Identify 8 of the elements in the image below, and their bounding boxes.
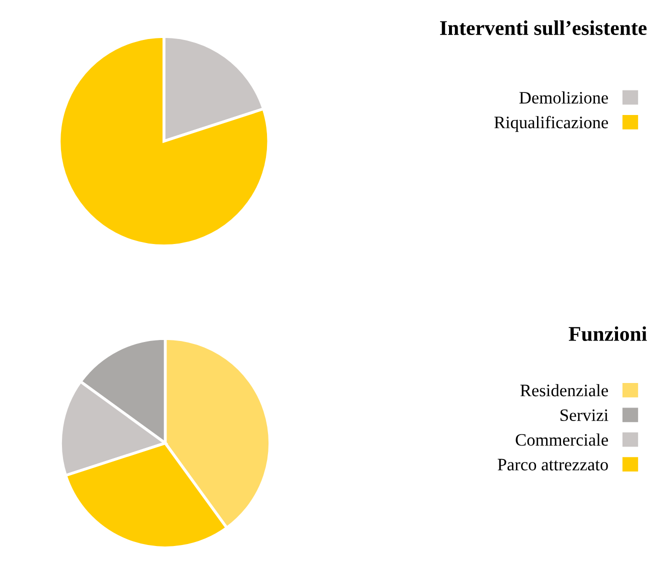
legend-label: Riqualificazione bbox=[494, 116, 608, 132]
legend-label: Servizi bbox=[560, 409, 608, 422]
legend-label: Commerciale bbox=[516, 434, 608, 446]
legend-label: Demolizione bbox=[519, 91, 608, 104]
legend-label: Parco attrezzato bbox=[498, 458, 608, 470]
legend-label: Residenziale bbox=[520, 384, 608, 396]
chart-title: Interventi sull’esistente bbox=[440, 20, 647, 36]
chart-title: Funzioni bbox=[568, 326, 647, 342]
